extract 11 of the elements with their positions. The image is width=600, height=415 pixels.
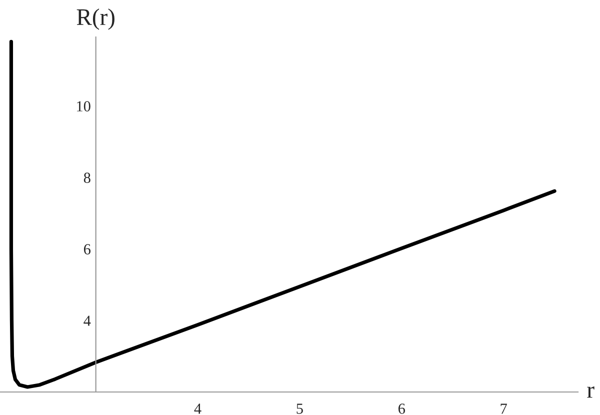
x-tick-label: 4 [194,404,202,414]
y-tick-label: 8 [84,172,90,183]
y-tick-label: 10 [77,101,90,112]
x-tick-label: 6 [398,404,406,414]
y-tick-label: 4 [84,316,91,326]
y-tick-label: 6 [84,244,91,254]
x-tick-label: 7 [500,404,507,414]
y-axis-title: R(r) [76,8,114,30]
line-series [9,40,556,389]
x-tick-label: 5 [296,404,303,414]
x-axis-title: r [587,386,594,398]
